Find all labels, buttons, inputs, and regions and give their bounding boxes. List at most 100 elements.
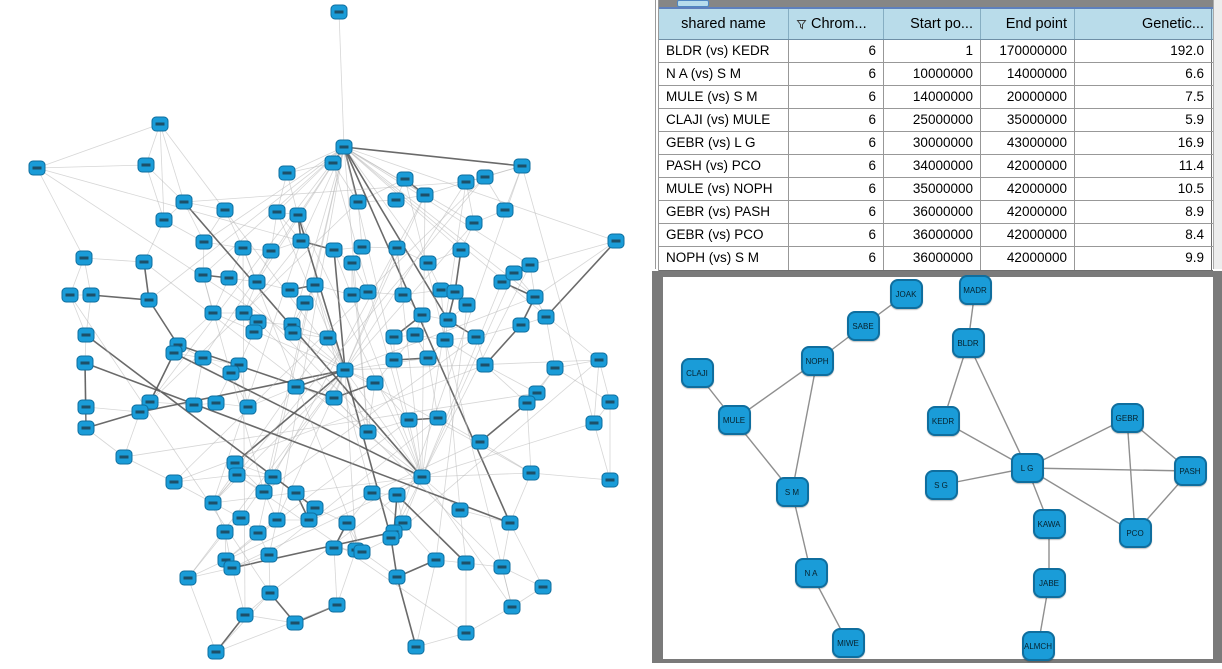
- table-row[interactable]: GEBR (vs) PCO 6 36000000 42000000 8.4: [659, 224, 1213, 247]
- network-node[interactable]: [458, 297, 476, 313]
- network-node[interactable]: [287, 379, 305, 395]
- network-node[interactable]: [220, 270, 238, 286]
- network-node[interactable]: [452, 242, 470, 258]
- network-node[interactable]: [526, 289, 544, 305]
- network-node[interactable]: [185, 397, 203, 413]
- network-node[interactable]: [336, 362, 354, 378]
- network-node[interactable]: [131, 404, 149, 420]
- network-node[interactable]: [457, 174, 475, 190]
- network-node[interactable]: [194, 267, 212, 283]
- network-node[interactable]: [349, 194, 367, 210]
- network-node[interactable]: [457, 625, 475, 641]
- subnetwork-canvas[interactable]: JOAK MADR SABE NOPH CLAJI BLDR MULE KEDR GEBR L G…: [663, 275, 1213, 661]
- network-node[interactable]: [77, 327, 95, 343]
- network-node[interactable]: [534, 579, 552, 595]
- network-node[interactable]: [292, 233, 310, 249]
- network-node[interactable]: [522, 465, 540, 481]
- subnetwork-node-SABE[interactable]: SABE: [846, 311, 880, 341]
- subnetwork-node-KAWA[interactable]: KAWA: [1032, 509, 1066, 539]
- subnetwork-node-GEBR[interactable]: GEBR: [1110, 403, 1144, 433]
- network-node[interactable]: [413, 307, 431, 323]
- network-node[interactable]: [216, 524, 234, 540]
- network-node[interactable]: [140, 292, 158, 308]
- network-node[interactable]: [476, 169, 494, 185]
- network-node[interactable]: [396, 171, 414, 187]
- subnetwork-edge-BLDR-L G[interactable]: [967, 342, 1028, 469]
- network-node[interactable]: [493, 274, 511, 290]
- network-node[interactable]: [135, 254, 153, 270]
- subnetwork-node-L G[interactable]: L G: [1010, 453, 1044, 483]
- subnetwork-node-NOPH[interactable]: NOPH: [800, 346, 834, 376]
- network-node[interactable]: [353, 544, 371, 560]
- network-node[interactable]: [413, 469, 431, 485]
- subnetwork-edge-L G-PASH[interactable]: [1026, 467, 1191, 472]
- network-node[interactable]: [261, 585, 279, 601]
- network-node[interactable]: [284, 325, 302, 341]
- subnetwork-edge-NOPH-S M[interactable]: [791, 360, 818, 493]
- network-node[interactable]: [278, 165, 296, 181]
- network-node[interactable]: [151, 116, 169, 132]
- network-node[interactable]: [82, 287, 100, 303]
- network-node[interactable]: [446, 284, 464, 300]
- network-node[interactable]: [518, 395, 536, 411]
- network-node[interactable]: [234, 240, 252, 256]
- network-node[interactable]: [255, 484, 273, 500]
- network-node[interactable]: [115, 449, 133, 465]
- network-node[interactable]: [76, 355, 94, 371]
- network-node[interactable]: [281, 282, 299, 298]
- network-node[interactable]: [439, 312, 457, 328]
- filter-icon[interactable]: [796, 19, 807, 30]
- network-node[interactable]: [226, 455, 244, 471]
- network-node[interactable]: [325, 540, 343, 556]
- network-node[interactable]: [343, 287, 361, 303]
- network-node[interactable]: [207, 644, 225, 660]
- network-node[interactable]: [335, 139, 353, 155]
- network-node[interactable]: [249, 525, 267, 541]
- network-node[interactable]: [343, 255, 361, 271]
- network-node[interactable]: [222, 365, 240, 381]
- network-node[interactable]: [235, 305, 253, 321]
- subnetwork-node-S M[interactable]: S M: [775, 477, 809, 507]
- network-node[interactable]: [268, 204, 286, 220]
- table-row[interactable]: GEBR (vs) PASH 6 36000000 42000000 8.9: [659, 201, 1213, 224]
- network-node[interactable]: [338, 515, 356, 531]
- network-node[interactable]: [407, 639, 425, 655]
- network-node[interactable]: [496, 202, 514, 218]
- network-node[interactable]: [155, 212, 173, 228]
- network-node[interactable]: [236, 607, 254, 623]
- subnetwork-node-PCO[interactable]: PCO: [1118, 518, 1152, 548]
- network-node[interactable]: [264, 469, 282, 485]
- network-node[interactable]: [546, 360, 564, 376]
- subnetwork-node-CLAJI[interactable]: CLAJI: [680, 358, 714, 388]
- subnetwork-node-BLDR[interactable]: BLDR: [951, 328, 985, 358]
- network-node[interactable]: [325, 242, 343, 258]
- network-node[interactable]: [457, 555, 475, 571]
- network-node[interactable]: [436, 332, 454, 348]
- subnetwork-node-KEDR[interactable]: KEDR: [926, 406, 960, 436]
- network-node[interactable]: [387, 192, 405, 208]
- subnetwork-node-MULE[interactable]: MULE: [717, 405, 751, 435]
- network-node[interactable]: [175, 194, 193, 210]
- network-node[interactable]: [363, 485, 381, 501]
- subnetwork-node-JOAK[interactable]: JOAK: [889, 279, 923, 309]
- network-node[interactable]: [223, 560, 241, 576]
- network-node[interactable]: [505, 265, 523, 281]
- network-node[interactable]: [324, 155, 342, 171]
- column-header-start_point[interactable]: Start po...: [884, 9, 981, 39]
- table-row[interactable]: MULE (vs) S M 6 14000000 20000000 7.5: [659, 86, 1213, 109]
- network-node[interactable]: [165, 474, 183, 490]
- table-row[interactable]: CLAJI (vs) MULE 6 25000000 35000000 5.9: [659, 109, 1213, 132]
- network-node[interactable]: [607, 233, 625, 249]
- network-node[interactable]: [503, 599, 521, 615]
- network-node[interactable]: [289, 207, 307, 223]
- network-node[interactable]: [359, 424, 377, 440]
- network-node[interactable]: [245, 324, 263, 340]
- network-node[interactable]: [467, 329, 485, 345]
- table-row[interactable]: MULE (vs) NOPH 6 35000000 42000000 10.5: [659, 178, 1213, 201]
- network-node[interactable]: [493, 559, 511, 575]
- subnetwork-edge-GEBR-L G[interactable]: [1026, 417, 1128, 469]
- network-node[interactable]: [476, 357, 494, 373]
- network-node[interactable]: [590, 352, 608, 368]
- network-node[interactable]: [195, 234, 213, 250]
- network-node[interactable]: [451, 502, 469, 518]
